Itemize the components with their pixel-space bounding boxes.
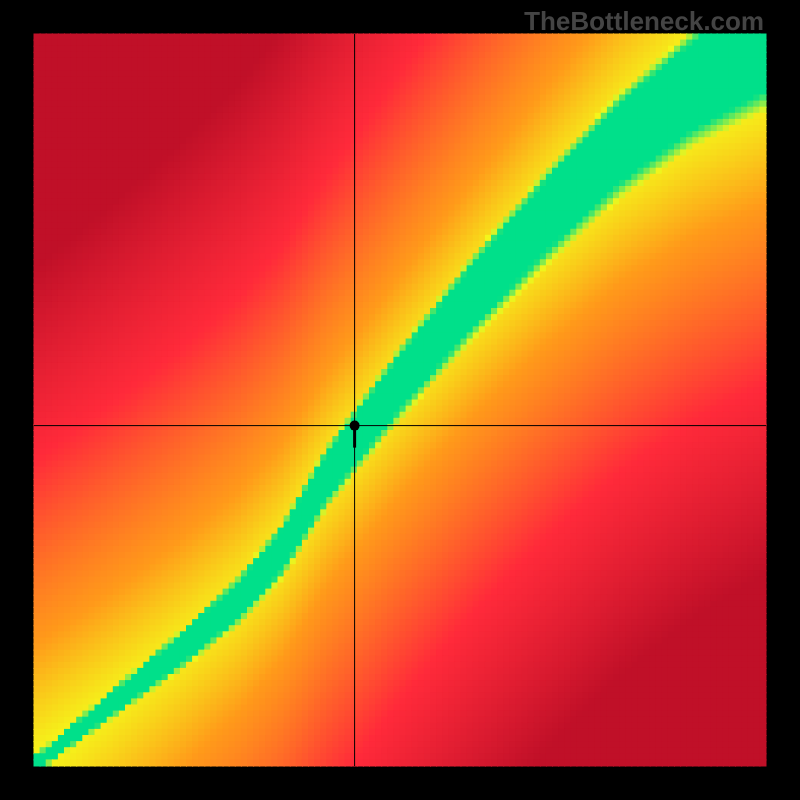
chart-container: TheBottleneck.com <box>0 0 800 800</box>
watermark-text: TheBottleneck.com <box>524 6 764 37</box>
bottleneck-heatmap <box>0 0 800 800</box>
